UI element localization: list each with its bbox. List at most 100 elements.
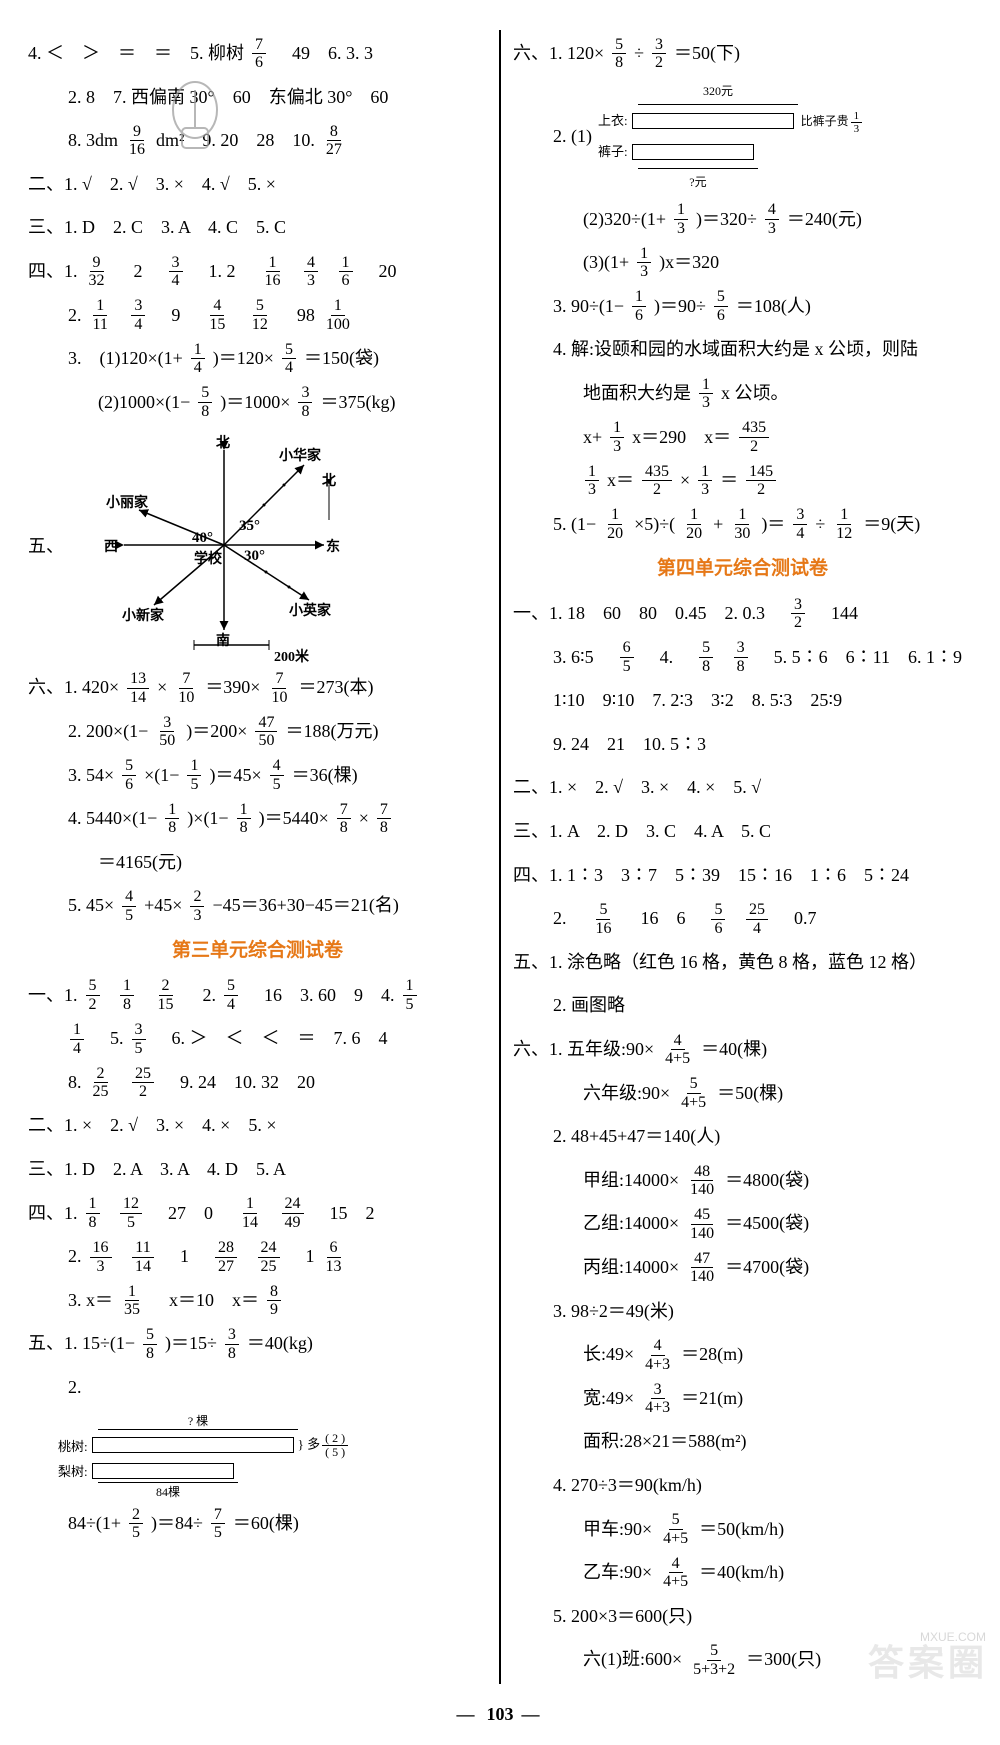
text-line: 2. [28,1368,487,1408]
text-line: 二、1. × 2. √ 3. × 4. × 5. × [28,1106,487,1146]
text: 2. [68,296,82,336]
text-line: 六、1. 五年级:90× 44+5 ＝40(棵) [513,1030,972,1070]
text: 二、1. × 2. √ 3. × 4. × 5. × [28,1106,276,1146]
text: ＝390× [205,668,260,708]
text-line: 4. 270÷3＝90(km/h) [513,1466,972,1506]
text-line: 3. 90÷(1− 16 )＝90÷ 56 ＝108(人) [513,287,972,327]
text: 5. (1− [553,505,596,545]
stamp-badge [160,80,230,160]
text: ＝50(棵) [717,1074,783,1114]
label: 200米 [274,646,309,666]
text: 4. 解:设颐和园的水域面积大约是 x 公顷，则陆 [553,330,918,370]
text: ＝108(人) [736,287,811,327]
bar-diagram-right: 320元 上衣: 比裤子贵13 裤子: ?元 [598,78,864,196]
text-line: 3. x＝ 135 x＝10 x＝ 89 [28,1281,487,1321]
text: 3. 6∶5 [553,638,612,678]
text: 3. x＝ [68,1281,113,1321]
text: 三、1. A 2. D 3. C 4. A 5. C [513,812,771,852]
label: 学校 [194,548,222,568]
text-line: 5. 200×3＝600(只) [513,1597,972,1637]
label: 北 [322,470,336,490]
text: 2. [68,1368,82,1408]
text: −45＝36+30−45＝21(名) [212,886,398,926]
text-line: 地面积大约是 13 x 公顷。 [513,374,972,414]
unit4-heading: 第四单元综合测试卷 [513,548,972,590]
text: × [359,799,369,839]
text-line: ＝4165(元) [28,843,487,883]
text-line: 五、1. 涂色略（红色 16 格，黄色 8 格，蓝色 12 格） [513,943,972,983]
text: × [680,461,690,501]
text: )＝1000× [220,383,290,423]
text: 甲车:90× [583,1510,652,1550]
text: ＝4500(袋) [725,1204,809,1244]
label: 84棵 [156,1485,180,1499]
label: 东 [326,536,340,556]
text: ＝28(m) [681,1335,743,1375]
text: 1. 2 [191,252,254,292]
text-line: 2. 516 16 6 56 254 0.7 [513,899,972,939]
text-line: 六、1. 120× 58 ÷ 32 ＝50(下) [513,34,972,74]
text: 六(1)班:600× [583,1640,682,1680]
label: 320元 [703,84,733,98]
text: 5. 200×3＝600(只) [553,1597,692,1637]
text: 二、1. × 2. √ 3. × 4. × 5. √ [513,768,761,808]
label: ?元 [689,175,706,189]
text: 五、1. 15÷(1− [28,1324,135,1364]
text: ＝40(kg) [247,1324,313,1364]
text-line: 长:49× 44+3 ＝28(m) [513,1335,972,1375]
text: ＝4165(元) [98,843,182,883]
text: x 公顷。 [721,374,789,414]
text: ＝4800(袋) [725,1161,809,1201]
text: 0.7 [776,899,817,939]
watermark-main: 答案圈 [868,1634,988,1686]
text-line: 9. 24 21 10. 5∶3 [513,725,972,765]
text: ＝40(棵) [701,1030,767,1070]
text: )＝ [761,505,785,545]
text-line: 4. 解:设颐和园的水域面积大约是 x 公顷，则陆 [513,330,972,370]
text: )＝45× [209,756,261,796]
text: 8. [68,1063,82,1103]
text: 四、1. [28,1194,78,1234]
text: ＝273(本) [298,668,373,708]
label: 北 [216,432,230,452]
text: 9 [153,296,198,336]
text: 4. 270÷3＝90(km/h) [553,1466,702,1506]
text: 16 6 [622,899,703,939]
text-line: 84÷(1+ 25 )＝84÷ 75 ＝60(棵) [28,1504,487,1544]
text-line: 5. (1− 120 ×5)÷( 120 + 130 )＝ 34 ÷ 112 ＝… [513,505,972,545]
label: 西 [104,536,118,556]
text: ＝4700(袋) [725,1248,809,1288]
text: 2. [68,1237,82,1277]
text: 5. 45× [68,886,114,926]
text: 3. (1)120×(1+ [68,339,183,379]
label: 30° [244,548,265,565]
text: 5. [92,1019,124,1059]
text-line: 2. 48+45+47＝140(人) [513,1117,972,1157]
text: 9. 24 21 10. 5∶3 [553,725,706,765]
text: 27 0 [150,1194,231,1234]
text-line: 3. 54× 56 ×(1− 15 )＝45× 45 ＝36(棵) [28,756,487,796]
text: ×(1− [144,756,179,796]
label: 小英家 [289,600,331,620]
text-line: 乙组:14000× 45140 ＝4500(袋) [513,1204,972,1244]
text: 5. 5∶6 6∶11 6. 1∶9 [756,638,962,678]
label: 小新家 [122,605,164,625]
text: x＝290 x＝ [632,418,731,458]
text: ＝300(只) [746,1640,821,1680]
text-line: 2. (1) 320元 上衣: 比裤子贵13 裤子: ?元 [513,78,972,196]
label: 35° [239,518,260,535]
text-line: 4. 5440×(1− 18 )×(1− 18 )＝5440× 78 × 78 [28,799,487,839]
text: 三、1. D 2. A 3. A 4. D 5. A [28,1150,286,1190]
text: 4. 5440×(1− [68,799,157,839]
text: ÷ [634,34,644,74]
section-label: 五、 [28,532,64,558]
text: 49 6. 3. 3 [274,34,373,74]
label: ? 棵 [188,1414,208,1428]
text: ＝9(天) [863,505,920,545]
text: 2. 48+45+47＝140(人) [553,1117,720,1157]
text: )＝84÷ [151,1504,203,1544]
text: )＝320÷ [696,200,757,240]
text-line: 2. 111 34 9 415 512 98 1100 [28,296,487,336]
text: ＝188(万元) [285,712,378,752]
fraction: 827 [323,123,345,159]
